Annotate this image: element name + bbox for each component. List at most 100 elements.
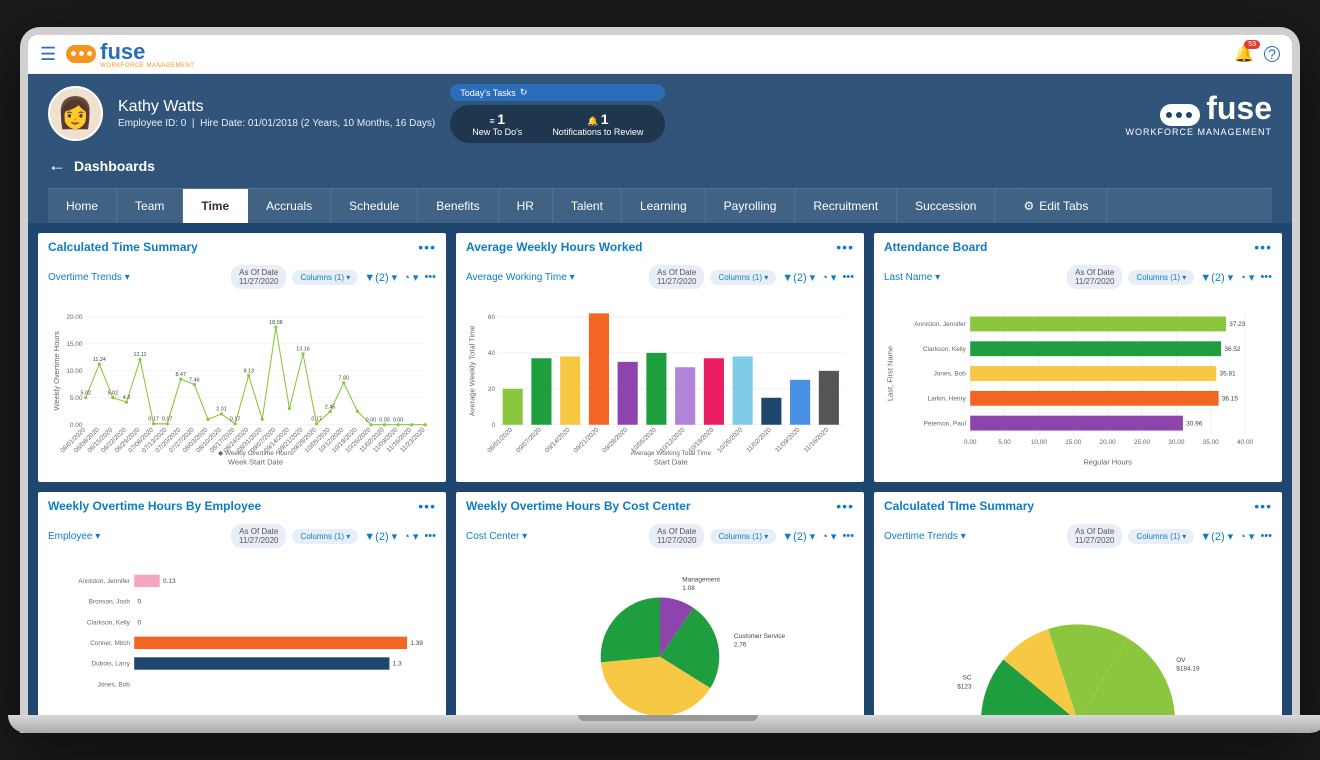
svg-text:Management: Management [682,576,720,583]
card-more-icon[interactable]: ••• [418,239,436,255]
card-more-icon[interactable]: ••• [1254,498,1272,514]
chart-dropdown[interactable]: Overtime Trends ▾ [884,531,966,542]
columns-pill[interactable]: Columns (1) ▾ [710,529,776,544]
filter-icon[interactable]: ▼(2) ▾ [782,530,815,543]
svg-text:35.00: 35.00 [1203,439,1220,446]
svg-text:7.46: 7.46 [189,377,199,383]
chart-type-icon[interactable]: ◔ ▾ [403,530,418,543]
brand-logo[interactable]: fuse WORKFORCE MANAGEMENT [66,39,194,69]
filter-icon[interactable]: ▼(2) ▾ [782,271,815,284]
tasks-pill[interactable]: Today's Tasks ↻ [450,84,665,101]
as-of-date-pill[interactable]: As Of Date11/27/2020 [231,524,286,548]
breadcrumb: ← Dashboards [48,143,1272,188]
svg-text:◆ Weekly Overtime Hours: ◆ Weekly Overtime Hours [218,450,293,457]
chart-type-icon[interactable]: ◔ ▾ [821,530,836,543]
tab-learning[interactable]: Learning [622,189,706,223]
chart-dropdown[interactable]: Cost Center ▾ [466,531,527,542]
task-stat-todos[interactable]: ≡ 1New To Do's [472,111,522,137]
card-title: Calculated Time Summary [48,240,198,254]
filter-icon[interactable]: ▼(2) ▾ [1200,530,1233,543]
svg-text:Larkin, Henry: Larkin, Henry [928,395,967,402]
card-more-icon[interactable]: ••• [836,498,854,514]
more-icon[interactable]: ••• [842,530,854,542]
card-more-icon[interactable]: ••• [1254,239,1272,255]
svg-text:0.17: 0.17 [311,417,321,423]
svg-text:Week Start Date: Week Start Date [228,458,283,467]
chart-dropdown[interactable]: Average Working Time ▾ [466,272,575,283]
more-icon[interactable]: ••• [842,271,854,283]
more-icon[interactable]: ••• [424,271,436,283]
tab-benefits[interactable]: Benefits [418,189,498,223]
card-title: Weekly Overtime Hours By Employee [48,499,261,513]
bell-icon[interactable]: 🔔53 [1234,44,1254,64]
filter-icon[interactable]: ▼(2) ▾ [364,271,397,284]
tab-hr[interactable]: HR [499,189,553,223]
svg-text:20: 20 [488,386,496,393]
filter-icon[interactable]: ▼(2) ▾ [1200,271,1233,284]
svg-text:0: 0 [137,619,141,626]
svg-text:37.23: 37.23 [1229,321,1246,328]
svg-text:Conner, Mitch: Conner, Mitch [90,640,130,647]
svg-text:7.80: 7.80 [339,375,349,381]
brand-logo-large: fuse WORKFORCE MANAGEMENT [1125,90,1272,137]
as-of-date-pill[interactable]: As Of Date11/27/2020 [649,524,704,548]
edit-tabs-button[interactable]: ⚙ Edit Tabs [1005,189,1107,223]
logo-icon [66,45,96,63]
svg-text:Start Date: Start Date [654,458,688,467]
as-of-date-pill[interactable]: As Of Date11/27/2020 [231,265,286,289]
employee-id: Employee ID: 0 [118,118,186,129]
menu-icon[interactable]: ☰ [40,44,56,65]
columns-pill[interactable]: Columns (1) ▾ [1128,270,1194,285]
tab-succession[interactable]: Succession [897,189,995,223]
svg-text:09/07/2020: 09/07/2020 [515,426,543,454]
chart-type-icon[interactable]: ◔ ▾ [1239,271,1254,284]
columns-pill[interactable]: Columns (1) ▾ [292,529,358,544]
chart-type-icon[interactable]: ◔ ▾ [821,271,836,284]
more-icon[interactable]: ••• [1260,271,1272,283]
as-of-date-pill[interactable]: As Of Date11/27/2020 [1067,265,1122,289]
tab-schedule[interactable]: Schedule [331,189,418,223]
tab-home[interactable]: Home [48,189,117,223]
svg-text:30.96: 30.96 [1186,420,1203,427]
as-of-date-pill[interactable]: As Of Date11/27/2020 [1067,524,1122,548]
svg-text:15.00: 15.00 [66,341,83,348]
gear-icon: ⚙ [1023,199,1034,213]
svg-text:20.00: 20.00 [1100,439,1117,446]
card-more-icon[interactable]: ••• [836,239,854,255]
svg-text:0.17: 0.17 [148,417,158,423]
chart-type-icon[interactable]: ◔ ▾ [1239,530,1254,543]
card-title: Calculated TIme Summary [884,499,1034,513]
chart-dropdown[interactable]: Last Name ▾ [884,272,940,283]
more-icon[interactable]: ••• [424,530,436,542]
back-arrow-icon[interactable]: ← [48,155,66,176]
tab-payrolling[interactable]: Payrolling [706,189,796,223]
svg-text:36.15: 36.15 [1222,395,1239,402]
svg-text:8.47: 8.47 [176,372,186,378]
dashboard-card: Weekly Overtime Hours By Employee ••• Emp… [38,492,446,715]
svg-text:0.17: 0.17 [162,417,172,423]
columns-pill[interactable]: Columns (1) ▾ [292,270,358,285]
as-of-date-pill[interactable]: As Of Date11/27/2020 [649,265,704,289]
svg-text:0.00: 0.00 [366,417,376,423]
svg-text:0: 0 [137,599,141,606]
tab-talent[interactable]: Talent [553,189,622,223]
task-stat-notifications[interactable]: 🔔 1Notifications to Review [552,111,643,137]
chart-dropdown[interactable]: Employee ▾ [48,531,100,542]
svg-text:11/09/2020: 11/09/2020 [774,426,802,454]
filter-icon[interactable]: ▼(2) ▾ [364,530,397,543]
svg-text:13.16: 13.16 [296,347,309,353]
columns-pill[interactable]: Columns (1) ▾ [710,270,776,285]
tab-team[interactable]: Team [117,189,183,223]
columns-pill[interactable]: Columns (1) ▾ [1128,529,1194,544]
help-icon[interactable]: ? [1264,46,1280,62]
avatar[interactable]: 👩 [48,86,103,141]
chart-dropdown[interactable]: Overtime Trends ▾ [48,272,130,283]
more-icon[interactable]: ••• [1260,530,1272,542]
tab-time[interactable]: Time [183,189,248,223]
tab-recruitment[interactable]: Recruitment [795,189,897,223]
card-more-icon[interactable]: ••• [418,498,436,514]
svg-text:36.52: 36.52 [1224,346,1241,353]
chart-type-icon[interactable]: ◔ ▾ [403,271,418,284]
svg-text:15.00: 15.00 [1065,439,1082,446]
tab-accruals[interactable]: Accruals [248,189,331,223]
